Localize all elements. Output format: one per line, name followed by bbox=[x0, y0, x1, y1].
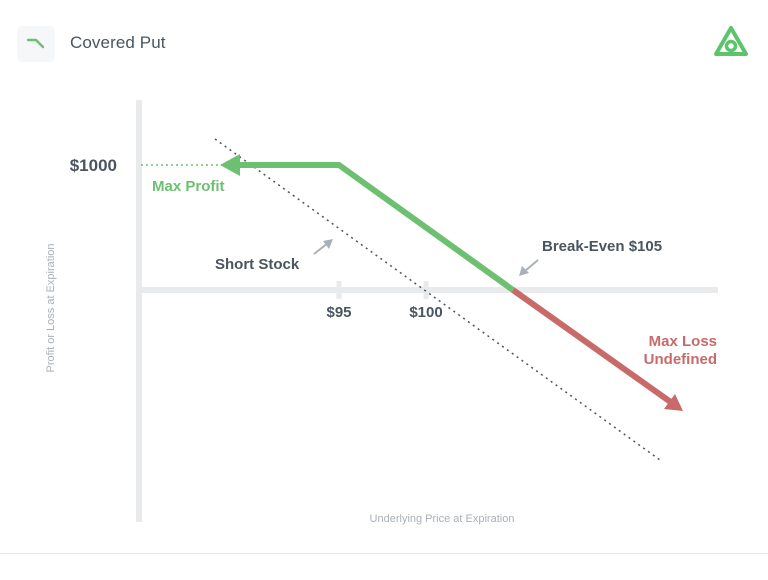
loss-line bbox=[511, 287, 674, 406]
profit-line bbox=[230, 162, 515, 293]
profit-arrowhead bbox=[220, 154, 240, 176]
x-tick-label-100: $100 bbox=[409, 304, 442, 321]
page-title: Covered Put bbox=[70, 33, 166, 52]
short-stock-pointer bbox=[313, 242, 329, 255]
short-stock-label: Short Stock bbox=[215, 256, 300, 273]
short-stock-line bbox=[214, 138, 661, 461]
y-axis-title: Profit or Loss at Expiration bbox=[45, 243, 57, 372]
short-stock-pointer-head bbox=[323, 239, 333, 249]
max-loss-sublabel: Undefined bbox=[644, 351, 717, 368]
x-axis-title: Underlying Price at Expiration bbox=[370, 513, 515, 525]
brand-logo-icon bbox=[714, 26, 748, 56]
max-loss-label: Max Loss bbox=[649, 333, 717, 350]
max-profit-label: Max Profit bbox=[152, 178, 225, 195]
x-tick-label-95: $95 bbox=[326, 304, 351, 321]
strategy-icon-box bbox=[17, 26, 55, 62]
bearish-line-icon bbox=[26, 38, 45, 49]
y-tick-label: $1000 bbox=[70, 156, 117, 175]
loss-arrowhead bbox=[664, 394, 683, 411]
break-even-pointer bbox=[524, 259, 539, 272]
break-even-label: Break-Even $105 bbox=[542, 238, 662, 255]
footer-divider bbox=[0, 553, 768, 554]
break-even-pointer-head bbox=[519, 266, 529, 276]
